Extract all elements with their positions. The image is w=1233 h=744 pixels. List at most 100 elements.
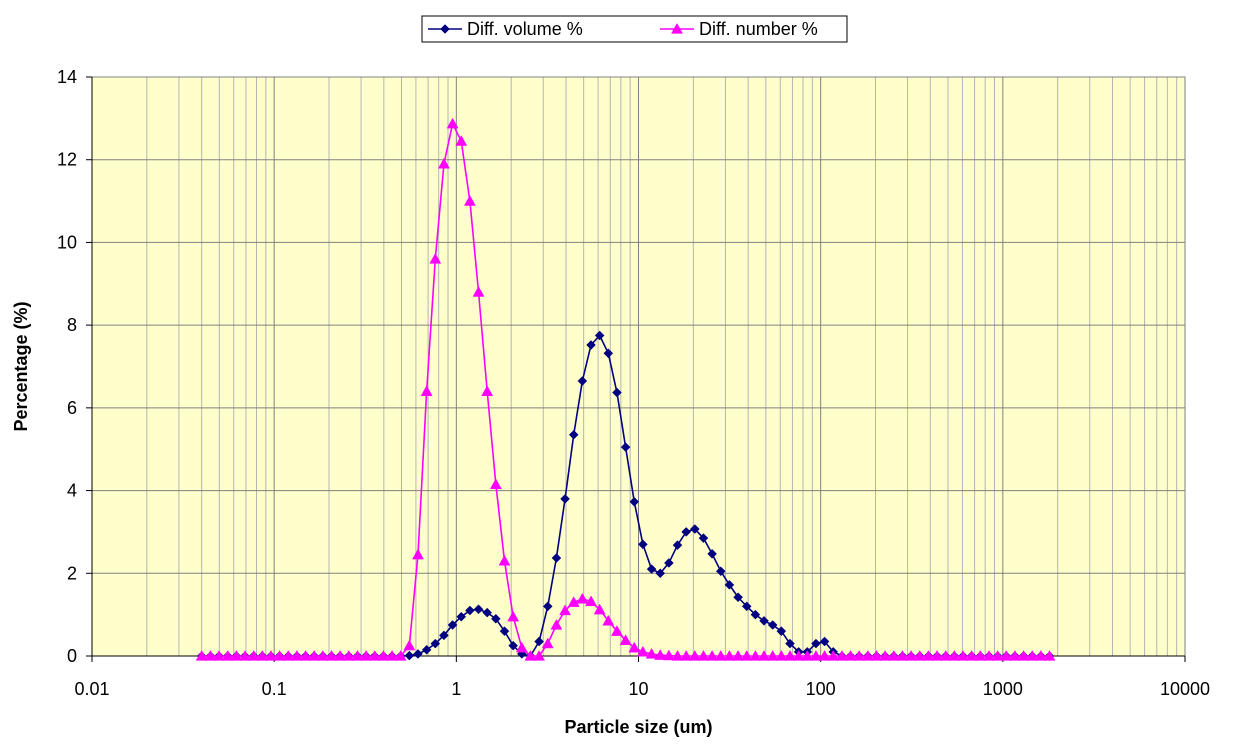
data-point (645, 647, 658, 659)
y-tick-label: 14 (57, 67, 77, 87)
data-point (463, 195, 476, 206)
data-point (602, 614, 615, 626)
y-axis-title: Percentage (%) (11, 301, 31, 431)
data-point (636, 645, 649, 657)
data-point (688, 649, 701, 661)
legend-label: Diff. volume % (467, 19, 583, 39)
data-point (403, 639, 416, 651)
data-point (550, 618, 563, 630)
data-point (775, 649, 788, 661)
data-point (767, 620, 778, 630)
data-point (965, 649, 978, 661)
data-point (429, 252, 442, 264)
x-tick-label: 100 (806, 679, 836, 699)
data-point (733, 592, 743, 603)
data-point (325, 649, 338, 661)
data-point (1034, 649, 1047, 661)
data-point (1008, 649, 1021, 661)
data-point (273, 649, 286, 661)
data-point (707, 548, 717, 559)
data-point (256, 649, 269, 661)
data-point (861, 649, 874, 661)
data-point (879, 649, 892, 661)
legend-swatch-marker (671, 22, 683, 34)
y-tick-label: 6 (67, 398, 77, 418)
data-point (819, 636, 830, 647)
data-point (421, 644, 432, 655)
data-point (887, 649, 900, 661)
data-point (931, 649, 943, 661)
legend-item: Diff. volume % (428, 19, 583, 39)
x-axis-title: Particle size (um) (564, 717, 712, 737)
x-tick-label: 10 (628, 679, 648, 699)
data-point (785, 638, 795, 649)
data-point (456, 611, 467, 622)
y-tick-label: 8 (67, 315, 77, 335)
data-point (413, 649, 423, 659)
x-tick-label: 0.1 (262, 679, 287, 699)
data-point (247, 649, 260, 661)
data-point (316, 649, 329, 661)
data-point (568, 429, 579, 440)
data-point (740, 649, 753, 661)
data-point (455, 135, 468, 146)
data-point (750, 609, 761, 620)
data-point (195, 649, 208, 661)
data-point (308, 649, 321, 661)
data-point (792, 649, 805, 661)
series-layer (195, 117, 1056, 661)
data-point (715, 566, 726, 577)
data-point (446, 117, 459, 129)
y-tick-label: 10 (57, 232, 77, 252)
data-point (811, 638, 821, 649)
data-point (489, 478, 502, 490)
data-point (412, 548, 424, 560)
data-point (759, 615, 769, 626)
data-point (438, 157, 450, 169)
data-point (948, 649, 961, 661)
data-point (672, 540, 683, 551)
data-point (939, 649, 952, 661)
legend-label: Diff. number % (699, 19, 818, 39)
data-point (560, 493, 570, 504)
x-axis-tick-labels: 0.01 0.1 1 10 100 1000 10000 (74, 679, 1210, 699)
data-point (714, 649, 727, 661)
data-point (784, 649, 796, 661)
y-axis-tick-labels: 0 2 4 6 8 10 12 14 (57, 67, 77, 666)
major-gridlines (91, 76, 1186, 657)
data-point (221, 649, 234, 661)
data-point (853, 649, 866, 661)
series-diff-number (195, 117, 1056, 661)
data-point (810, 649, 822, 661)
data-point (360, 649, 373, 661)
data-point (507, 610, 520, 622)
data-point (299, 649, 312, 661)
data-point (593, 603, 606, 615)
data-point (576, 592, 589, 604)
data-point (204, 649, 217, 661)
data-point (541, 637, 554, 649)
data-point (533, 649, 546, 661)
legend: Diff. volume % Diff. number % (421, 15, 848, 43)
data-point (671, 649, 684, 661)
data-point (896, 649, 909, 661)
data-point (646, 564, 657, 575)
data-point (723, 649, 736, 661)
data-point (515, 641, 528, 653)
data-point (732, 649, 745, 661)
data-point (638, 539, 648, 550)
x-tick-label: 1000 (983, 679, 1023, 699)
data-point (827, 649, 840, 661)
data-point (905, 649, 918, 661)
data-point (1043, 649, 1056, 661)
data-point (465, 605, 475, 616)
data-point (386, 649, 398, 661)
data-point (662, 649, 675, 661)
data-point (377, 649, 390, 661)
data-point (835, 649, 848, 661)
data-point (499, 626, 510, 637)
data-point (230, 649, 243, 661)
data-point (603, 348, 614, 359)
data-point (922, 649, 935, 661)
data-point (957, 649, 969, 661)
